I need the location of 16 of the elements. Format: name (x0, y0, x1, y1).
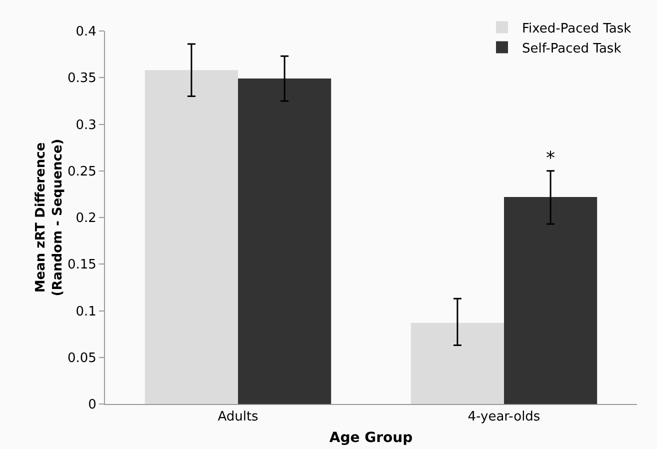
x-tick-label: 4-year-olds (468, 410, 540, 425)
y-tick-label: 0.25 (67, 164, 96, 180)
annotation: * (546, 148, 555, 169)
y-axis-title: Mean zRT Difference (Random - Sequence) (34, 138, 66, 296)
legend-label: Self-Paced Task (522, 41, 622, 56)
y-tick-label: 0.1 (76, 304, 96, 320)
y-tick-label: 0.3 (76, 118, 96, 133)
x-axis-title: Age Group (329, 430, 413, 446)
y-tick-label: 0.2 (76, 211, 96, 226)
y-tick-label: 0.15 (67, 258, 96, 273)
y-tick-label: 0 (88, 398, 96, 413)
y-tick-label: 0.05 (67, 350, 96, 366)
x-tick-label: Adults (218, 410, 259, 425)
y-tick-label: 0.4 (76, 24, 96, 40)
legend-label: Fixed-Paced Task (522, 21, 632, 36)
y-tick-label: 0.35 (67, 71, 96, 86)
